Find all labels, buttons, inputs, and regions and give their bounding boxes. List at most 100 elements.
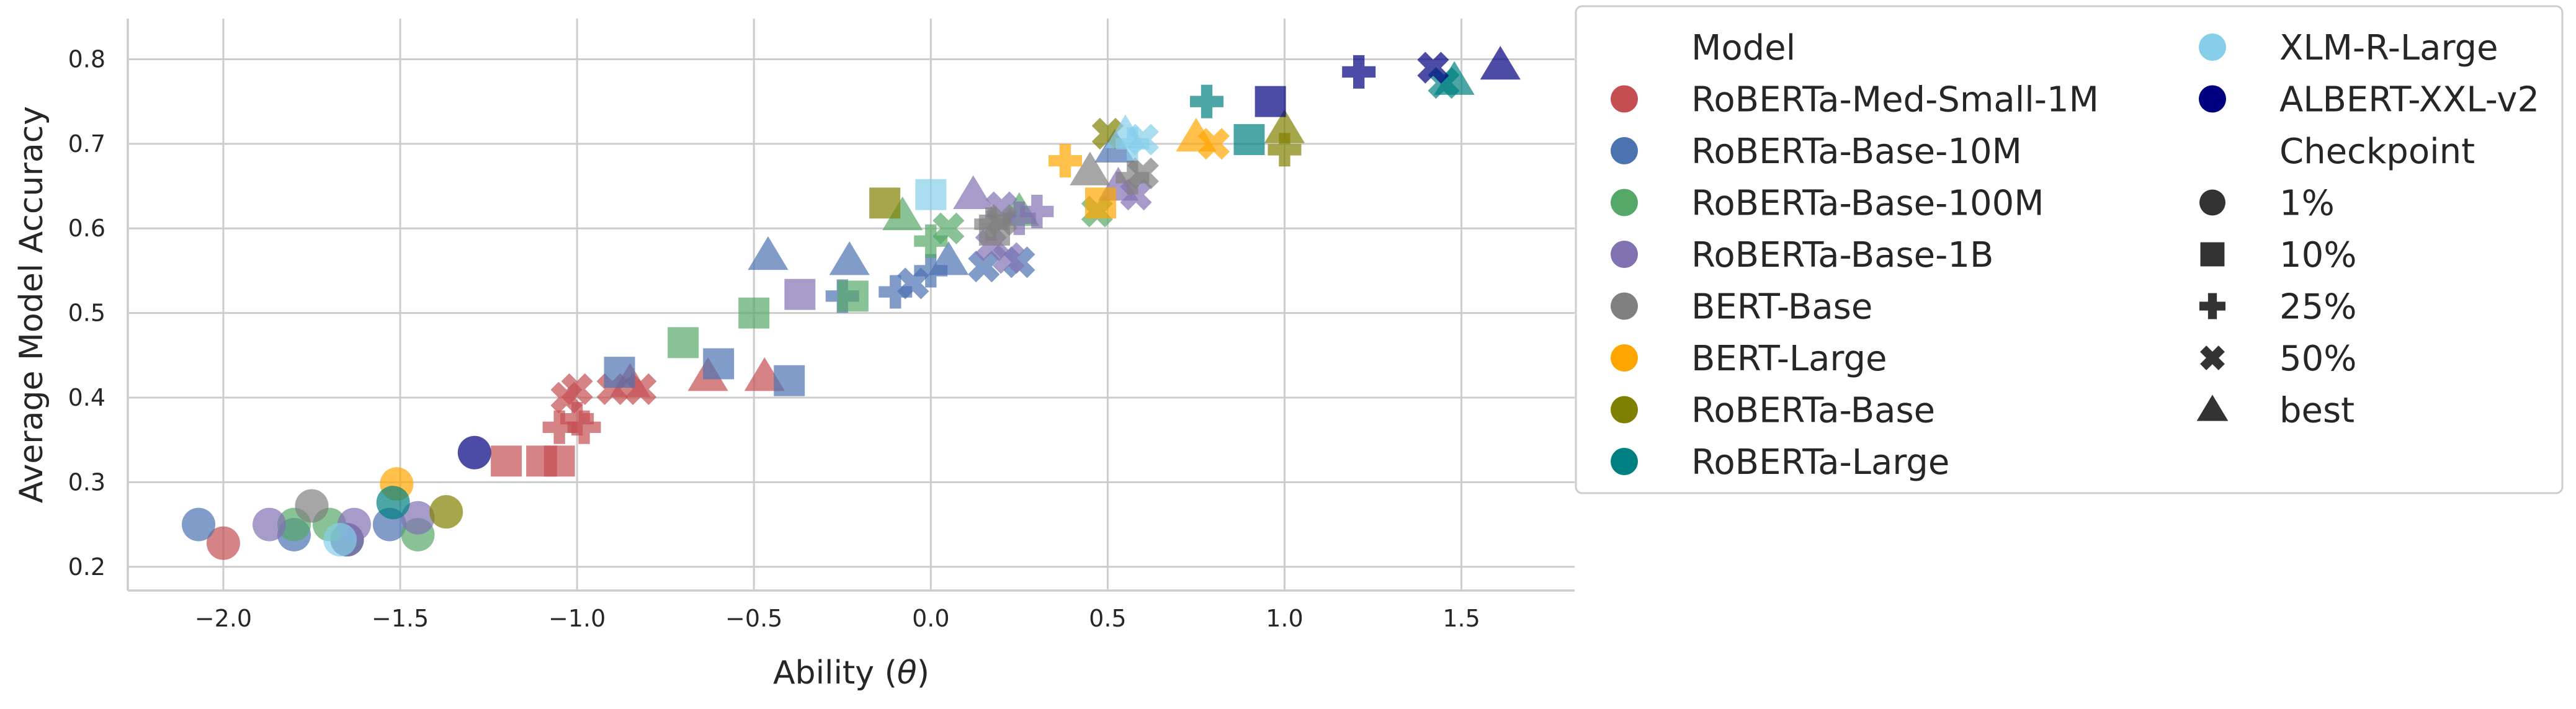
- data-point-circle: [457, 435, 491, 470]
- legend-marker-model: [1611, 85, 1638, 113]
- data-point-square: [491, 445, 522, 477]
- data-point-circle: [401, 501, 435, 535]
- y-tick-label: 0.3: [68, 468, 105, 496]
- data-point-plus: [1002, 201, 1036, 235]
- x-tick-label: 1.5: [1442, 605, 1480, 632]
- y-axis-label: Average Model Accuracy: [13, 106, 50, 503]
- legend-marker-model: [1611, 344, 1638, 372]
- data-point-triangle: [748, 236, 789, 270]
- x-tick-label: 1.0: [1266, 605, 1303, 632]
- data-point-square: [1233, 124, 1265, 156]
- data-points: [182, 45, 1521, 560]
- data-point-x: [985, 204, 1017, 236]
- legend-label-model: XLM-R-Large: [2279, 28, 2498, 68]
- data-point-x: [932, 212, 965, 244]
- legend-label-model: RoBERTa-Large: [1691, 442, 1949, 483]
- legend-label-checkpoint: 50%: [2279, 339, 2356, 379]
- y-tick-label: 0.6: [68, 215, 105, 242]
- legend-label-model: RoBERTa-Base-100M: [1691, 184, 2044, 224]
- data-point-square: [784, 279, 816, 310]
- data-point-plus: [1342, 55, 1376, 89]
- legend-marker-model: [1611, 189, 1638, 216]
- data-point-plus: [1268, 133, 1302, 167]
- legend-label-checkpoint: 25%: [2279, 287, 2356, 328]
- data-point-x: [897, 267, 929, 300]
- data-point-circle: [182, 507, 216, 542]
- data-point-triangle: [882, 196, 923, 231]
- data-point-square: [604, 357, 635, 388]
- x-tick-label: −1.0: [548, 605, 606, 632]
- legend-label-checkpoint: best: [2279, 391, 2355, 431]
- data-point-square: [837, 280, 869, 312]
- data-point-triangle: [1434, 61, 1475, 95]
- x-tick-label: 0.5: [1089, 605, 1126, 632]
- data-point-triangle: [953, 175, 994, 209]
- data-point-plus: [542, 410, 576, 444]
- data-point-x: [993, 242, 1025, 274]
- data-point-square: [703, 348, 735, 380]
- data-point-triangle: [1264, 109, 1305, 143]
- data-point-x: [561, 373, 593, 405]
- data-point-triangle: [1176, 117, 1217, 152]
- legend-marker-model: [2199, 33, 2226, 61]
- data-point-plus: [914, 254, 948, 288]
- data-point-plus: [1048, 144, 1082, 178]
- y-tick-label: 0.2: [68, 553, 105, 581]
- data-point-square: [668, 327, 699, 359]
- data-point-plus: [914, 224, 948, 258]
- data-point-square: [738, 297, 770, 329]
- data-point-triangle: [1480, 45, 1521, 80]
- legend-title-checkpoint: Checkpoint: [2279, 132, 2475, 172]
- x-axis-label: Ability (θ): [773, 654, 929, 692]
- legend-label-model: RoBERTa-Base-1B: [1691, 235, 1993, 275]
- legend-marker-checkpoint: [2199, 293, 2225, 319]
- x-tick-label: 0.0: [912, 605, 949, 632]
- legend-marker-checkpoint: [2200, 346, 2225, 370]
- legend-marker-checkpoint: [2199, 189, 2225, 216]
- legend-marker-model: [1611, 396, 1638, 424]
- tick-labels: −2.0 −1.5 −1.0 −0.5 0.0 0.5 1.0 1.5 0.2 0.3 0.4 0.5…: [68, 45, 1480, 632]
- axes-spines: [127, 19, 1575, 592]
- legend-label-model: BERT-Large: [1691, 339, 1887, 379]
- y-tick-label: 0.4: [68, 384, 105, 411]
- data-point-square: [915, 179, 947, 210]
- data-point-circle: [376, 486, 410, 520]
- data-point-triangle: [928, 241, 969, 275]
- legend-marker-model: [1611, 448, 1638, 475]
- legend-frame: [1575, 5, 2564, 494]
- data-point-triangle: [829, 241, 870, 275]
- data-point-square: [869, 187, 901, 219]
- data-point-circle: [253, 507, 287, 542]
- x-tick-label: −2.0: [195, 605, 252, 632]
- legend-marker-checkpoint: [2200, 242, 2225, 267]
- data-point-square: [774, 365, 805, 396]
- data-point-square: [543, 445, 575, 477]
- data-point-plus: [1190, 84, 1224, 118]
- legend-label-model: BERT-Base: [1691, 287, 1872, 328]
- data-point-plus: [1020, 194, 1054, 228]
- data-point-x: [1417, 51, 1449, 84]
- data-point-circle: [295, 489, 329, 523]
- data-point-plus: [879, 275, 913, 309]
- legend-label-model: ALBERT-XXL-v2: [2279, 80, 2539, 120]
- data-point-x: [1127, 158, 1159, 190]
- data-point-square: [1254, 86, 1286, 117]
- x-tick-label: −0.5: [725, 605, 782, 632]
- data-point-square: [1085, 187, 1116, 219]
- legend-marker-model: [2199, 85, 2226, 113]
- data-point-plus: [560, 402, 594, 436]
- legend-label-checkpoint: 10%: [2279, 235, 2356, 275]
- data-point-circle: [429, 495, 463, 529]
- legend-marker-model: [1611, 137, 1638, 164]
- legend-label-model: RoBERTa-Med-Small-1M: [1691, 80, 2099, 120]
- data-point-x: [968, 251, 1000, 283]
- legend-marker-model: [1611, 241, 1638, 268]
- y-tick-label: 0.8: [68, 45, 105, 73]
- grid: [128, 19, 1575, 591]
- data-point-plus: [567, 410, 601, 444]
- x-tick-label: −1.5: [372, 605, 429, 632]
- legend-marker-model: [1611, 292, 1638, 320]
- y-tick-label: 0.5: [68, 300, 105, 327]
- legend-label-model: RoBERTa-Base-10M: [1691, 132, 2022, 172]
